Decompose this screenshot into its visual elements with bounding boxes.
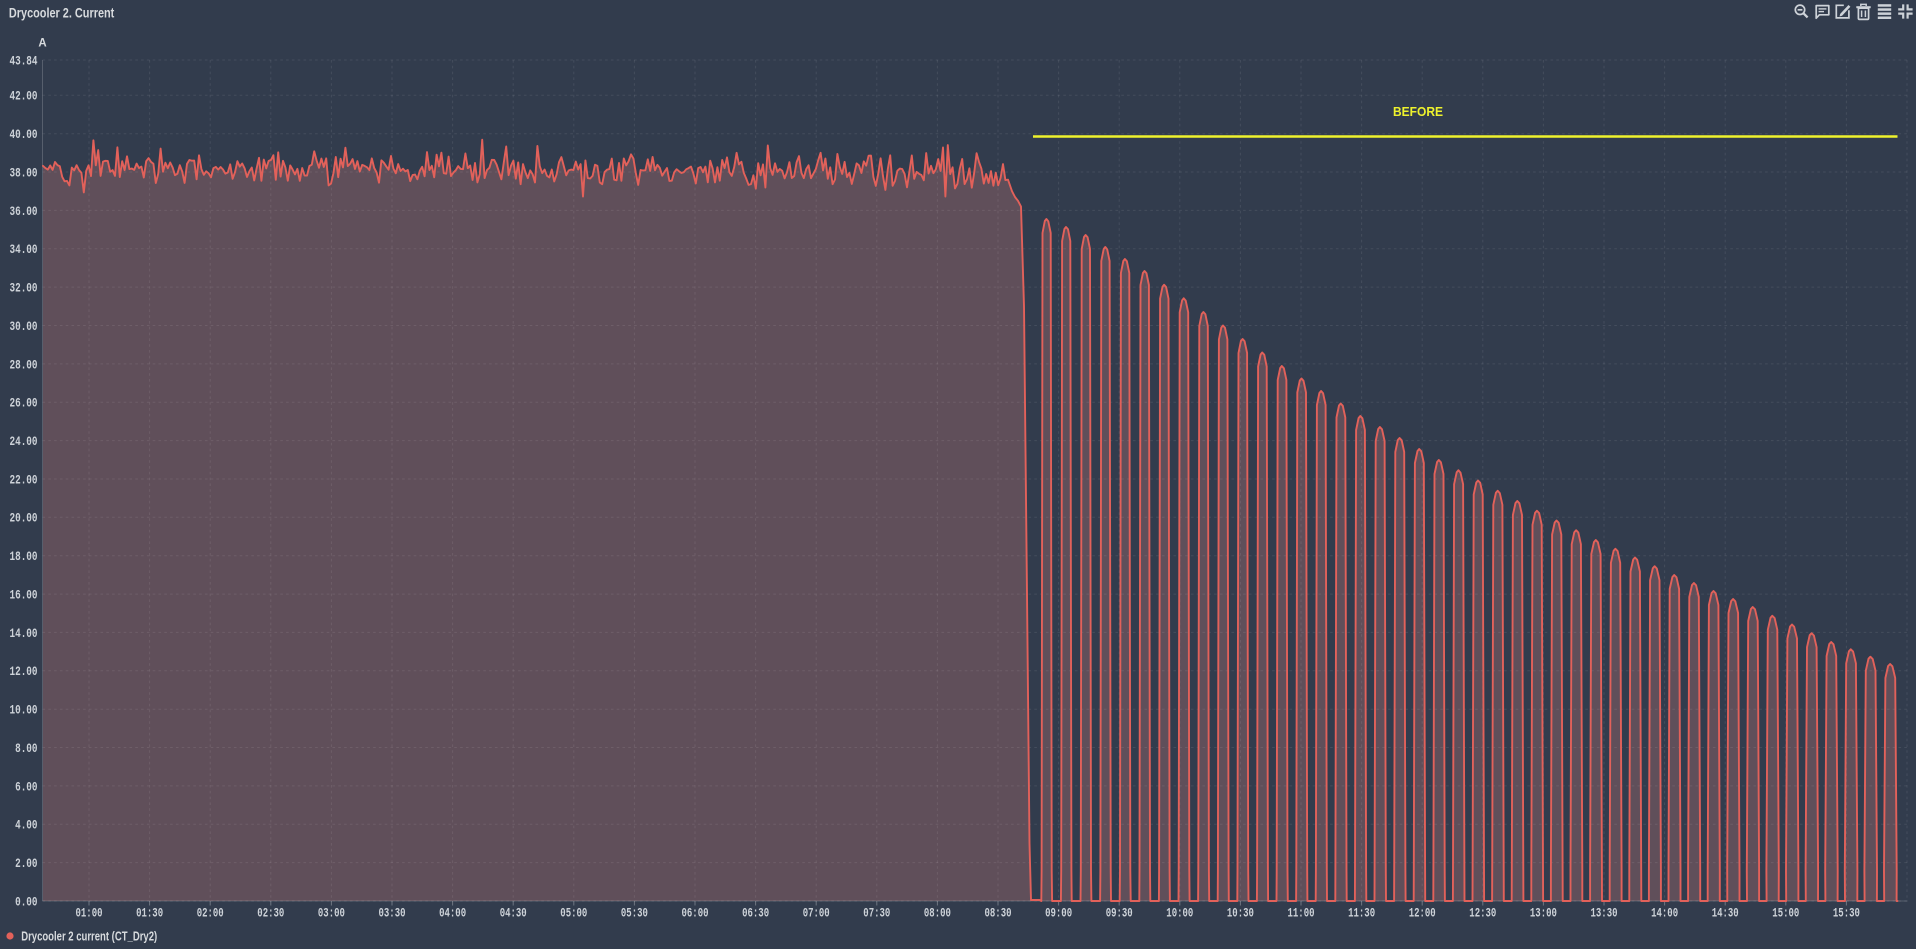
svg-text:02:00: 02:00 <box>197 907 224 921</box>
svg-text:6.00: 6.00 <box>15 780 37 794</box>
svg-text:12:00: 12:00 <box>1409 907 1436 921</box>
svg-text:03:00: 03:00 <box>318 907 345 921</box>
svg-text:08:00: 08:00 <box>924 907 951 921</box>
svg-text:05:30: 05:30 <box>621 907 648 921</box>
svg-text:15:00: 15:00 <box>1772 907 1799 921</box>
svg-text:Drycooler 2. Current: Drycooler 2. Current <box>9 5 115 21</box>
svg-text:11:30: 11:30 <box>1348 907 1375 921</box>
svg-text:8.00: 8.00 <box>15 742 37 756</box>
svg-text:15:30: 15:30 <box>1833 907 1860 921</box>
svg-text:2.00: 2.00 <box>15 857 37 871</box>
svg-text:01:00: 01:00 <box>76 907 103 921</box>
svg-text:04:00: 04:00 <box>439 907 466 921</box>
svg-text:28.00: 28.00 <box>10 358 38 372</box>
svg-text:14:00: 14:00 <box>1651 907 1678 921</box>
svg-text:13:30: 13:30 <box>1591 907 1618 921</box>
svg-text:40.00: 40.00 <box>10 128 38 142</box>
svg-text:09:00: 09:00 <box>1045 907 1072 921</box>
svg-text:A: A <box>38 38 46 50</box>
svg-text:24.00: 24.00 <box>10 435 38 449</box>
svg-text:16.00: 16.00 <box>10 589 38 603</box>
svg-text:20.00: 20.00 <box>10 512 38 526</box>
svg-text:13:00: 13:00 <box>1530 907 1557 921</box>
svg-text:34.00: 34.00 <box>10 243 38 257</box>
svg-text:10.00: 10.00 <box>10 704 38 718</box>
svg-text:01:30: 01:30 <box>136 907 163 921</box>
svg-text:22.00: 22.00 <box>10 473 38 487</box>
svg-text:14.00: 14.00 <box>10 627 38 641</box>
svg-text:Drycooler 2 current (CT_Dry2): Drycooler 2 current (CT_Dry2) <box>21 930 157 944</box>
svg-text:06:00: 06:00 <box>682 907 709 921</box>
svg-text:26.00: 26.00 <box>10 397 38 411</box>
svg-text:32.00: 32.00 <box>10 282 38 296</box>
svg-text:38.00: 38.00 <box>10 166 38 180</box>
svg-text:10:30: 10:30 <box>1227 907 1254 921</box>
svg-text:03:30: 03:30 <box>379 907 406 921</box>
svg-text:14:30: 14:30 <box>1712 907 1739 921</box>
svg-text:07:00: 07:00 <box>803 907 830 921</box>
svg-text:05:00: 05:00 <box>560 907 587 921</box>
svg-text:42.00: 42.00 <box>10 90 38 104</box>
svg-text:10:00: 10:00 <box>1166 907 1193 921</box>
svg-text:12.00: 12.00 <box>10 665 38 679</box>
svg-text:07:30: 07:30 <box>863 907 890 921</box>
svg-text:43.84: 43.84 <box>10 54 38 68</box>
svg-text:04:30: 04:30 <box>500 907 527 921</box>
svg-text:18.00: 18.00 <box>10 550 38 564</box>
svg-text:02:30: 02:30 <box>257 907 284 921</box>
svg-text:09:30: 09:30 <box>1106 907 1133 921</box>
svg-text:11:00: 11:00 <box>1288 907 1315 921</box>
svg-text:BEFORE: BEFORE <box>1393 104 1443 119</box>
svg-text:36.00: 36.00 <box>10 205 38 219</box>
svg-text:08:30: 08:30 <box>985 907 1012 921</box>
svg-text:0.00: 0.00 <box>15 895 37 909</box>
svg-text:06:30: 06:30 <box>742 907 769 921</box>
svg-text:12:30: 12:30 <box>1469 907 1496 921</box>
svg-text:30.00: 30.00 <box>10 320 38 334</box>
svg-text:4.00: 4.00 <box>15 819 37 833</box>
